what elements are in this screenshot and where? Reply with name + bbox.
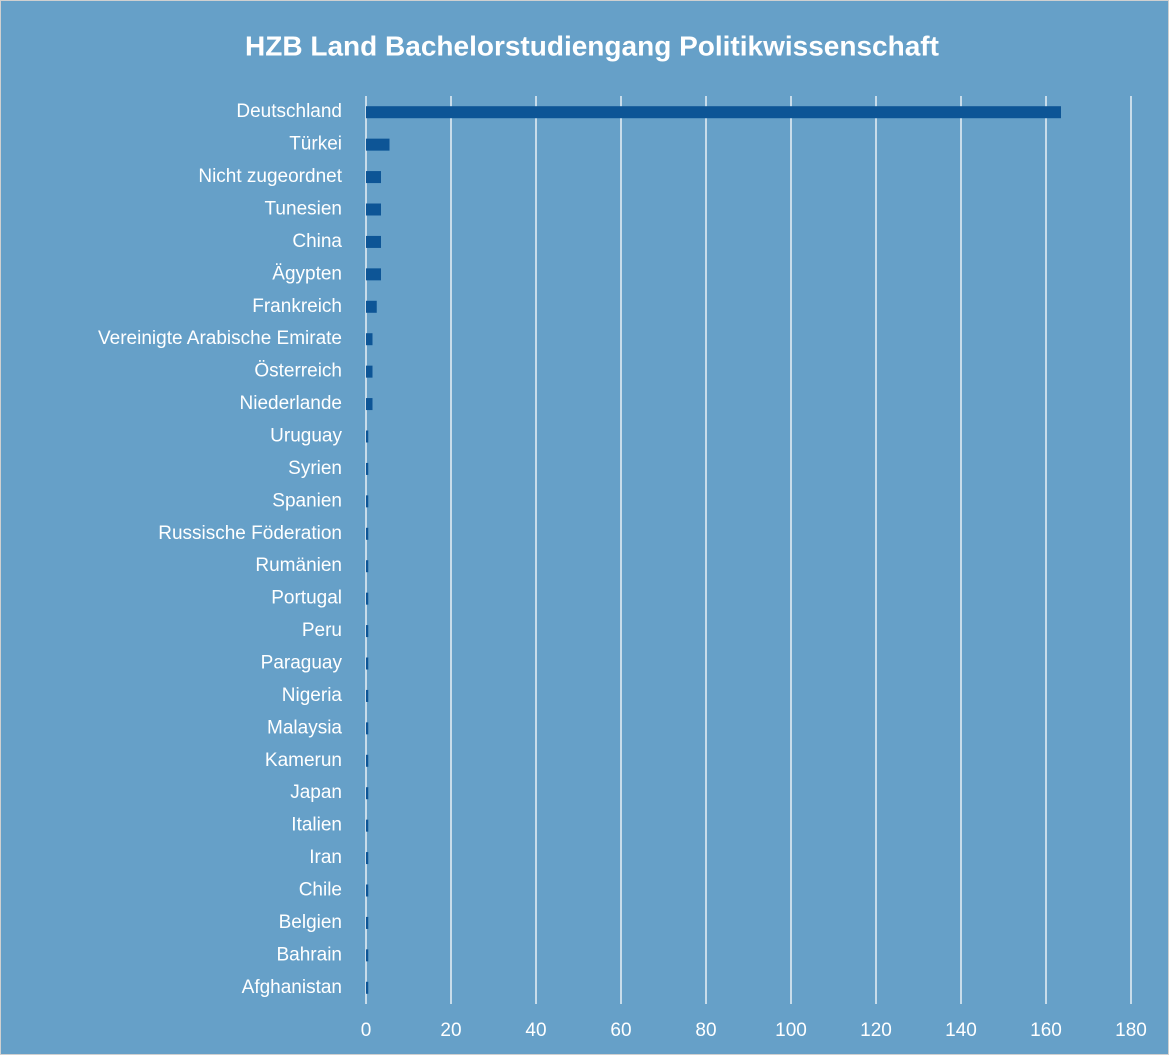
chart-title: HZB Land Bachelorstudiengang Politikwiss… [245,30,939,61]
bar [366,722,369,735]
y-tick-label: China [292,231,342,252]
y-tick-label: Syrien [288,458,342,479]
y-tick-label: Afghanistan [242,977,342,998]
bar [366,819,369,832]
bar [366,981,369,994]
bar [366,852,369,865]
y-tick-label: Ägypten [272,263,342,284]
y-tick-label: Türkei [289,134,342,155]
bar [366,949,369,962]
y-tick-label: Deutschland [236,101,342,122]
y-tick-label: Tunesien [265,199,342,220]
x-tick-label: 60 [610,1020,631,1041]
bar [366,495,369,508]
bar [366,462,369,475]
y-tick-label: Bahrain [277,944,343,965]
y-tick-label: Österreich [254,361,342,382]
y-tick-label: Rumänien [255,555,342,576]
y-tick-label: Paraguay [261,653,343,674]
bar [366,560,369,573]
bar [366,884,369,897]
bar [366,333,373,346]
bar [366,527,369,540]
x-tick-label: 100 [775,1020,807,1041]
bar [366,430,369,443]
bar [366,592,369,605]
bar [366,365,373,378]
y-tick-label: Spanien [272,490,342,511]
y-tick-label: Belgien [279,912,342,933]
x-tick-label: 0 [361,1020,372,1041]
bar [366,689,369,702]
bar [366,754,369,767]
y-tick-label: Niederlande [240,393,342,414]
y-tick-label: Frankreich [252,296,342,317]
bar [366,300,377,313]
y-tick-label: Nicht zugeordnet [198,166,342,187]
bar [366,235,381,248]
y-tick-label: Italien [291,815,342,836]
x-tick-label: 140 [945,1020,977,1041]
y-tick-label: Chile [299,880,342,901]
bar [366,203,381,216]
y-tick-label: Malaysia [267,717,342,738]
y-tick-label: Kamerun [265,750,342,771]
x-tick-label: 40 [525,1020,546,1041]
x-tick-label: 120 [860,1020,892,1041]
bar [366,106,1061,119]
bar [366,268,381,281]
y-tick-label: Iran [309,847,342,868]
bar [366,138,390,151]
bar [366,787,369,800]
x-tick-label: 20 [440,1020,461,1041]
bar [366,625,369,638]
bar [366,398,373,411]
y-tick-label: Peru [302,620,342,641]
y-tick-label: Nigeria [282,685,343,706]
x-tick-label: 180 [1115,1020,1147,1041]
bar [366,171,381,184]
y-tick-label: Japan [290,782,342,803]
bar [366,657,369,670]
y-tick-label: Uruguay [270,426,342,447]
y-tick-label: Portugal [271,588,342,609]
x-tick-label: 160 [1030,1020,1062,1041]
y-tick-label: Vereinigte Arabische Emirate [98,328,342,349]
y-tick-label: Russische Föderation [158,523,342,544]
x-tick-label: 80 [695,1020,716,1041]
bar [366,916,369,929]
